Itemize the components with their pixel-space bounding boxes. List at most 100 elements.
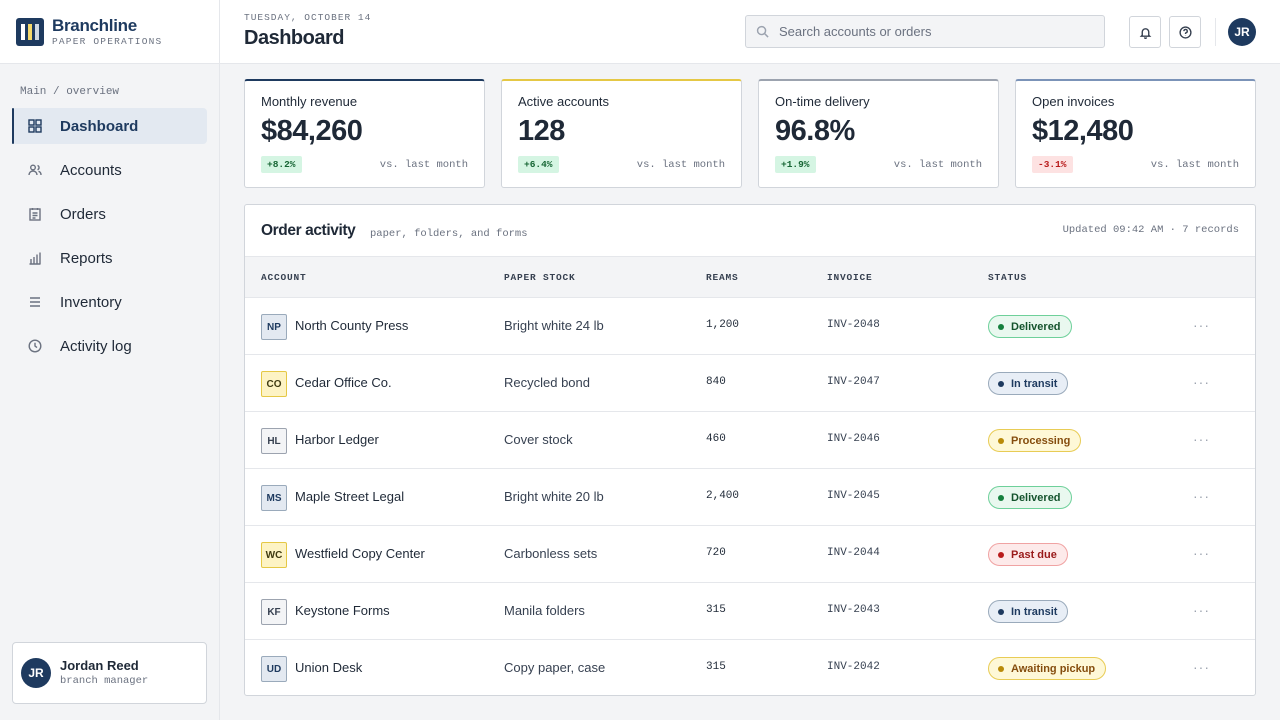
table-body: NP North County Press Bright white 24 lb 1,… xyxy=(245,298,1255,697)
account-name[interactable]: Keystone Forms xyxy=(295,603,390,618)
column-header-status[interactable]: STATUS xyxy=(988,272,1028,283)
stat-delta: -3.1% xyxy=(1032,156,1073,173)
status-label: In transit xyxy=(1011,377,1058,390)
status-badge: Delivered xyxy=(988,486,1072,509)
status-dot-icon xyxy=(998,437,1004,444)
user-role: branch manager xyxy=(60,675,149,687)
stat-delta: +6.4% xyxy=(518,156,559,173)
paper-stock: Recycled bond xyxy=(504,375,590,390)
table-row[interactable]: KF Keystone Forms Manila folders 315 INV-204… xyxy=(245,583,1255,640)
table-header: ACCOUNT PAPER STOCK REAMS INVOICE STATUS xyxy=(245,257,1255,298)
more-actions-button[interactable]: ··· xyxy=(1193,602,1210,618)
sidebar-nav: Dashboard Accounts Orders Reports Invent… xyxy=(12,108,207,372)
account-name[interactable]: Harbor Ledger xyxy=(295,432,379,447)
more-actions-button[interactable]: ··· xyxy=(1193,545,1210,561)
sidebar-item-label: Accounts xyxy=(60,161,122,179)
account-name[interactable]: Cedar Office Co. xyxy=(295,375,392,390)
status-label: Past due xyxy=(1011,548,1057,561)
status-dot-icon xyxy=(998,380,1004,387)
status-label: Delivered xyxy=(1011,320,1061,333)
table-row[interactable]: UD Union Desk Copy paper, case 315 INV-2042 A… xyxy=(245,640,1255,697)
sidebar-item-orders[interactable]: Orders xyxy=(12,196,207,232)
paper-stock: Copy paper, case xyxy=(504,660,606,675)
bar-chart-icon xyxy=(28,251,42,265)
brand[interactable]: Branchline PAPER OPERATIONS xyxy=(0,0,219,64)
stat-comparison: vs. last month xyxy=(379,159,468,171)
users-icon xyxy=(28,163,42,177)
bell-icon xyxy=(1139,27,1151,39)
table-row[interactable]: HL Harbor Ledger Cover stock 460 INV-2046 Pro… xyxy=(245,412,1255,469)
account-name[interactable]: Westfield Copy Center xyxy=(295,546,425,561)
more-actions-button[interactable]: ··· xyxy=(1193,317,1210,333)
avatar: JR xyxy=(21,658,51,688)
panel-meta: Updated 09:42 AM · 7 records xyxy=(1062,224,1239,236)
column-header-paper-stock[interactable]: PAPER STOCK xyxy=(504,272,576,283)
invoice-number[interactable]: INV-2046 xyxy=(827,433,880,445)
grid-icon xyxy=(28,119,42,133)
invoice-number[interactable]: INV-2044 xyxy=(827,547,880,559)
search-icon xyxy=(756,25,769,38)
stat-comparison: vs. last month xyxy=(893,159,982,171)
help-icon xyxy=(1178,25,1192,39)
sidebar-item-activity-log[interactable]: Activity log xyxy=(12,328,207,364)
reams-count: 1,200 xyxy=(706,319,740,331)
status-dot-icon xyxy=(998,551,1004,558)
order-activity-panel: Order activity paper, folders, and forms… xyxy=(244,204,1256,696)
stat-card-on-time-delivery[interactable]: On-time delivery 96.8% +1.9% vs. last mo… xyxy=(758,79,999,188)
reams-count: 720 xyxy=(706,547,726,559)
invoice-number[interactable]: INV-2043 xyxy=(827,604,880,616)
invoice-number[interactable]: INV-2047 xyxy=(827,376,880,388)
status-badge: In transit xyxy=(988,600,1069,623)
more-actions-button[interactable]: ··· xyxy=(1193,659,1210,675)
brand-name: Branchline xyxy=(52,15,137,35)
sidebar-item-dashboard[interactable]: Dashboard xyxy=(12,108,207,144)
stat-card-active-accounts[interactable]: Active accounts 128 +6.4% vs. last month xyxy=(501,79,742,188)
stat-card-monthly-revenue[interactable]: Monthly revenue $84,260 +8.2% vs. last m… xyxy=(244,79,485,188)
list-icon xyxy=(28,295,42,309)
more-actions-button[interactable]: ··· xyxy=(1193,374,1210,390)
stat-label: Active accounts xyxy=(518,94,610,109)
search-input[interactable] xyxy=(779,24,1099,39)
more-actions-button[interactable]: ··· xyxy=(1193,488,1210,504)
column-header-account[interactable]: ACCOUNT xyxy=(261,272,307,283)
table-row[interactable]: WC Westfield Copy Center Carbonless sets 72… xyxy=(245,526,1255,583)
table-row[interactable]: NP North County Press Bright white 24 lb 1,… xyxy=(245,298,1255,355)
sidebar-item-reports[interactable]: Reports xyxy=(12,240,207,276)
status-badge: Past due xyxy=(988,543,1068,566)
current-date: TUESDAY, OCTOBER 14 xyxy=(244,12,372,23)
sidebar-item-label: Inventory xyxy=(60,293,122,311)
status-dot-icon xyxy=(998,608,1004,615)
nav-section-label: Main / overview xyxy=(20,86,120,98)
paper-stock: Bright white 20 lb xyxy=(504,489,604,504)
stat-delta: +1.9% xyxy=(775,156,816,173)
stat-comparison: vs. last month xyxy=(636,159,725,171)
status-badge: Delivered xyxy=(988,315,1072,338)
stat-card-open-invoices[interactable]: Open invoices $12,480 -3.1% vs. last mon… xyxy=(1015,79,1256,188)
sidebar-item-inventory[interactable]: Inventory xyxy=(12,284,207,320)
account-badge: CO xyxy=(261,371,287,397)
status-label: Delivered xyxy=(1011,491,1061,504)
account-badge: MS xyxy=(261,485,287,511)
user-avatar-button[interactable]: JR xyxy=(1228,18,1256,46)
account-name[interactable]: Union Desk xyxy=(295,660,363,675)
account-name[interactable]: North County Press xyxy=(295,318,409,333)
reams-count: 2,400 xyxy=(706,490,740,502)
page-title: Dashboard xyxy=(244,27,344,49)
invoice-number[interactable]: INV-2045 xyxy=(827,490,880,502)
sidebar-item-label: Dashboard xyxy=(60,117,139,135)
column-header-invoice[interactable]: INVOICE xyxy=(827,272,873,283)
invoice-number[interactable]: INV-2042 xyxy=(827,661,880,673)
table-row[interactable]: MS Maple Street Legal Bright white 20 lb 2,… xyxy=(245,469,1255,526)
column-header-reams[interactable]: REAMS xyxy=(706,272,739,283)
account-badge: WC xyxy=(261,542,287,568)
account-name[interactable]: Maple Street Legal xyxy=(295,489,405,504)
notifications-button[interactable] xyxy=(1129,16,1161,48)
user-card[interactable]: JR Jordan Reed branch manager xyxy=(12,642,207,704)
more-actions-button[interactable]: ··· xyxy=(1193,431,1210,447)
sidebar-item-accounts[interactable]: Accounts xyxy=(12,152,207,188)
invoice-number[interactable]: INV-2048 xyxy=(827,319,880,331)
search-box[interactable] xyxy=(745,15,1105,48)
header-divider xyxy=(1215,18,1216,46)
help-button[interactable] xyxy=(1169,16,1201,48)
table-row[interactable]: CO Cedar Office Co. Recycled bond 840 INV-20… xyxy=(245,355,1255,412)
